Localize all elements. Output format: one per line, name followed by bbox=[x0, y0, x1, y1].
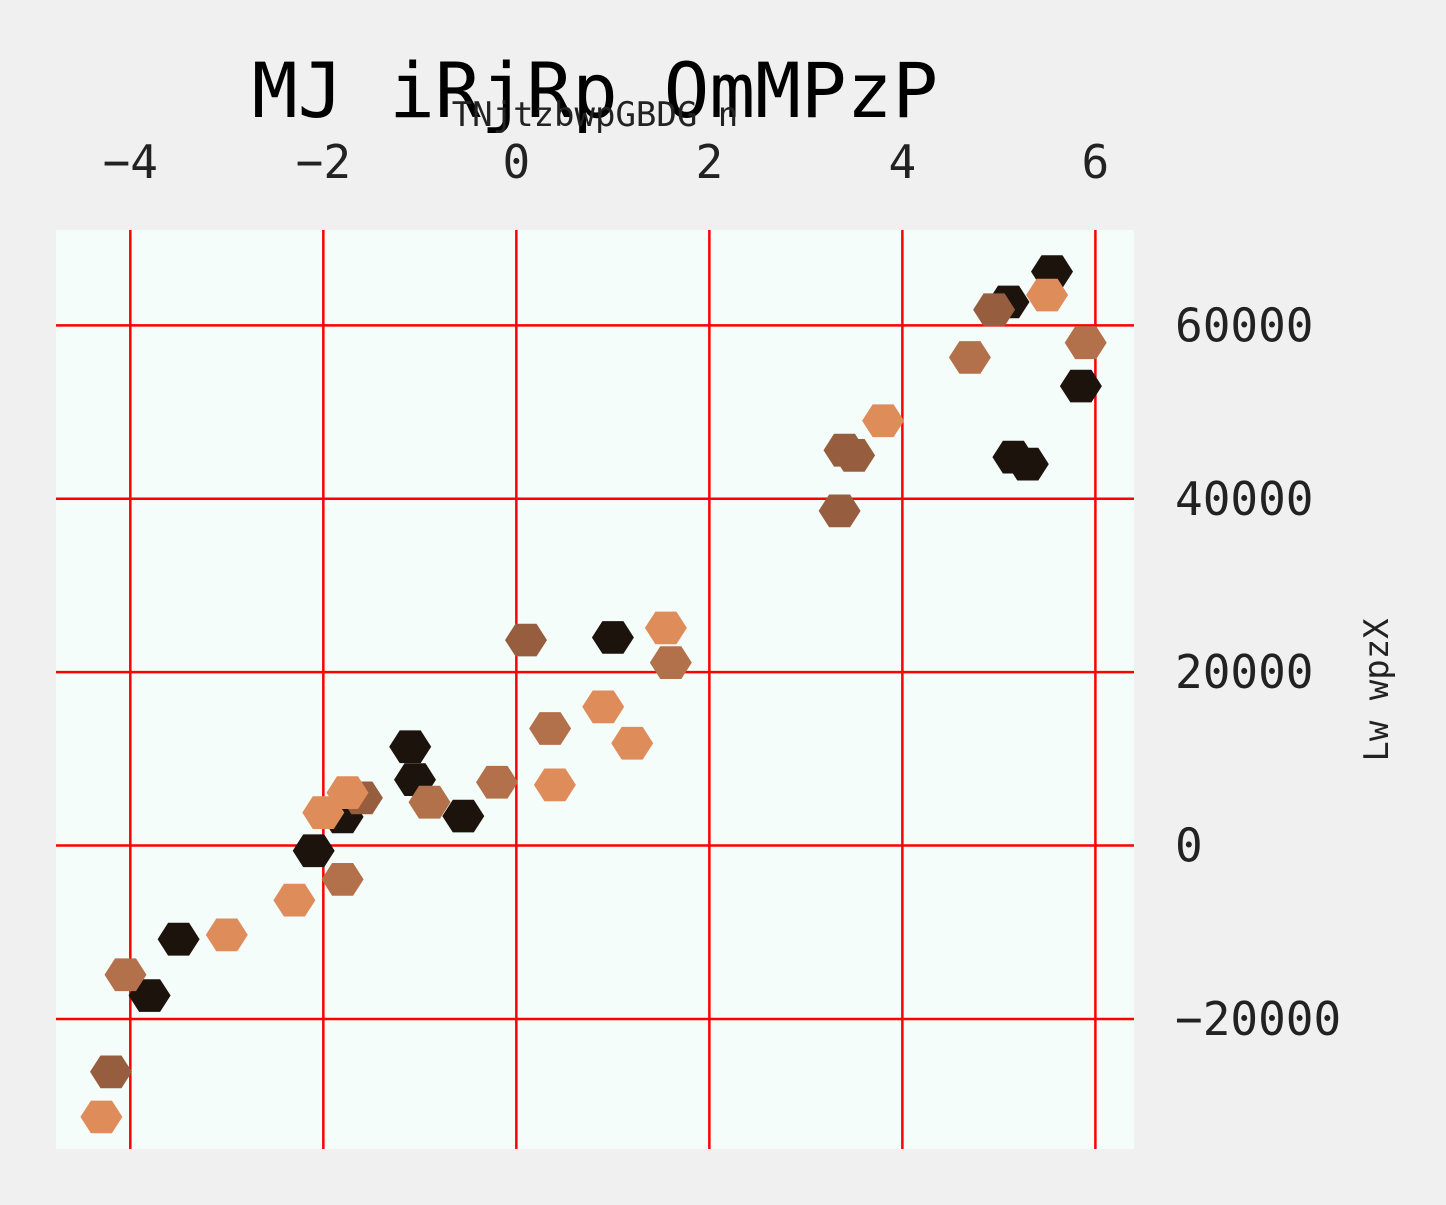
y-axis-tick-labels: −20000 0 20000 40000 60000 bbox=[1175, 298, 1341, 1046]
data-points bbox=[80, 255, 1107, 1134]
data-point-series-3 bbox=[1064, 326, 1107, 360]
data-point-series-3 bbox=[948, 341, 991, 374]
x-tick-label: 2 bbox=[696, 135, 724, 189]
x-axis-label: TNjtzbwpGBDG n bbox=[452, 95, 739, 135]
y-tick-label: 20000 bbox=[1175, 645, 1313, 699]
y-tick-label: 40000 bbox=[1175, 472, 1313, 526]
data-point-series-1 bbox=[389, 730, 432, 764]
data-point-series-3 bbox=[649, 646, 692, 679]
data-point-series-4 bbox=[205, 918, 248, 952]
data-point-series-4 bbox=[273, 883, 316, 917]
x-tick-label: 4 bbox=[889, 135, 917, 189]
data-point-series-4 bbox=[611, 726, 654, 760]
x-axis-tick-labels: −4 −2 0 2 4 6 bbox=[103, 135, 1110, 189]
data-point-series-2 bbox=[90, 1055, 132, 1089]
data-point-series-2 bbox=[973, 293, 1016, 327]
data-point-series-1 bbox=[591, 621, 634, 654]
y-tick-label: 60000 bbox=[1175, 298, 1313, 352]
data-point-series-3 bbox=[476, 765, 518, 799]
data-point-series-3 bbox=[104, 958, 147, 992]
data-point-series-3 bbox=[529, 712, 572, 745]
data-point-series-1 bbox=[157, 922, 200, 956]
data-point-series-2 bbox=[833, 439, 876, 472]
y-axis-label: Lw wpzX bbox=[1357, 618, 1397, 762]
data-point-series-1 bbox=[292, 834, 335, 868]
chart-title: MJ iRjRp OmMPzP bbox=[252, 46, 938, 135]
data-point-series-4 bbox=[644, 611, 687, 645]
plot-area bbox=[56, 230, 1134, 1149]
data-point-series-2 bbox=[505, 623, 547, 657]
data-point-series-3 bbox=[321, 863, 364, 896]
data-point-series-1 bbox=[128, 979, 171, 1012]
y-tick-label: −20000 bbox=[1175, 992, 1341, 1046]
x-tick-label: −2 bbox=[296, 135, 351, 189]
data-point-series-1 bbox=[1006, 447, 1049, 481]
x-tick-label: 6 bbox=[1082, 135, 1110, 189]
data-point-series-1 bbox=[442, 799, 485, 833]
x-tick-label: −4 bbox=[103, 135, 158, 189]
data-point-series-2 bbox=[818, 494, 861, 528]
x-tick-label: 0 bbox=[502, 135, 530, 189]
data-point-series-4 bbox=[862, 404, 905, 438]
data-point-series-4 bbox=[582, 690, 625, 724]
data-point-series-4 bbox=[533, 768, 576, 802]
data-point-series-4 bbox=[326, 776, 369, 809]
data-point-series-4 bbox=[302, 796, 345, 829]
data-point-series-4 bbox=[80, 1100, 123, 1134]
data-point-series-4 bbox=[1026, 278, 1069, 312]
data-point-series-3 bbox=[408, 785, 451, 819]
y-tick-label: 0 bbox=[1175, 819, 1203, 873]
data-point-series-1 bbox=[1059, 369, 1102, 403]
